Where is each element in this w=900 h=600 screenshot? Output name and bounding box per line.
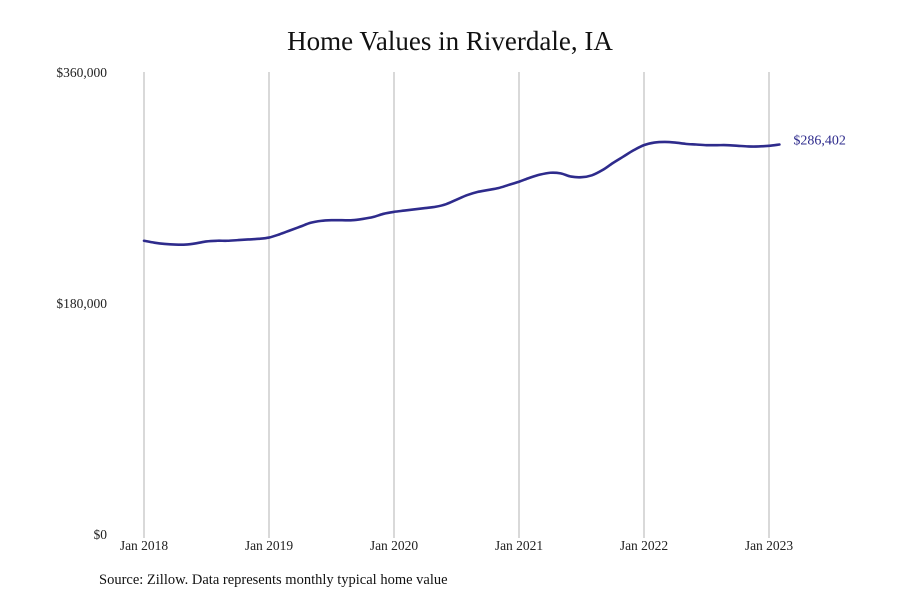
series-layer: $286,402 <box>142 134 846 247</box>
x-tick-label: Jan 2018 <box>120 538 169 553</box>
x-tick-label: Jan 2021 <box>495 538 543 553</box>
x-tick-label: Jan 2020 <box>370 538 419 553</box>
y-axis-ticks: $0 $180,000 $360,000 <box>56 65 107 542</box>
series-end-label: $286,402 <box>793 134 846 149</box>
source-note: Source: Zillow. Data represents monthly … <box>99 572 448 588</box>
y-tick-label: $0 <box>94 527 108 542</box>
gridlines <box>143 72 770 538</box>
x-tick-label: Jan 2022 <box>620 538 668 553</box>
x-axis-ticks: Jan 2018 Jan 2019 Jan 2020 Jan 2021 Jan 2022… <box>120 538 794 553</box>
x-tick-label: Jan 2023 <box>745 538 794 553</box>
series-line <box>142 140 781 247</box>
y-tick-label: $360,000 <box>56 65 107 80</box>
x-tick-label: Jan 2019 <box>245 538 294 553</box>
y-tick-label: $180,000 <box>56 296 107 311</box>
chart-title: Home Values in Riverdale, IA <box>287 26 613 56</box>
